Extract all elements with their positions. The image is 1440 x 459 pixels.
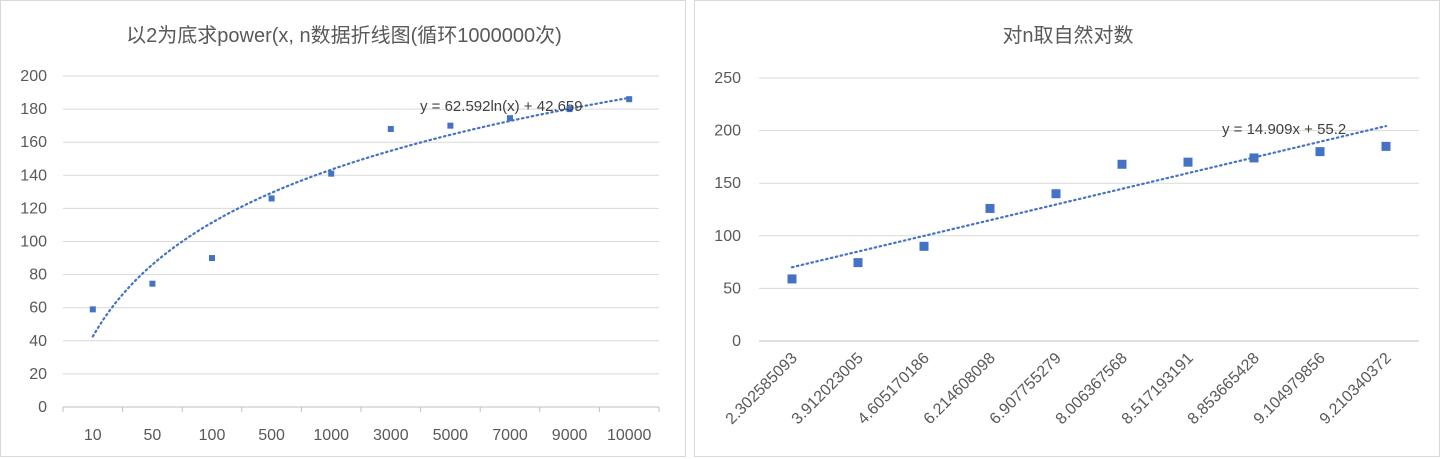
data-points	[89, 96, 633, 313]
data-point	[626, 96, 633, 103]
data-points	[787, 141, 1391, 284]
y-tick-label: 40	[29, 333, 47, 350]
x-tick-label: 50	[144, 427, 162, 444]
chart-panel-right: 对n取自然对数 0 50 100 150 200 250 2.302585093 3.912…	[694, 0, 1440, 457]
data-point	[566, 106, 573, 113]
x-tick-label: 9000	[552, 427, 588, 444]
y-tick-label: 200	[714, 123, 741, 140]
y-tick-label: 150	[714, 175, 741, 192]
data-point	[787, 274, 797, 284]
chart-title: 对n取自然对数	[1002, 24, 1133, 47]
data-point	[149, 280, 156, 287]
data-point	[1381, 141, 1391, 151]
data-point	[89, 306, 96, 313]
y-tick-label: 100	[20, 234, 47, 251]
y-tick-label: 200	[20, 68, 47, 85]
trendline-equation: y = 62.592ln(x) + 42.659	[420, 98, 583, 115]
y-tick-label: 60	[29, 300, 47, 317]
data-point	[919, 241, 929, 251]
y-tick-label: 180	[20, 101, 47, 118]
x-tick-label: 500	[258, 427, 285, 444]
data-point	[268, 195, 275, 202]
data-point	[328, 170, 335, 177]
x-tick-label: 1000	[313, 427, 349, 444]
x-tick-labels: 10 50 100 500 1000 3000 5000 7000 9000 10000	[84, 427, 652, 444]
trendline	[790, 124, 1388, 269]
chart-right-svg: 对n取自然对数 0 50 100 150 200 250 2.3025850933.912…	[714, 24, 1419, 428]
y-tick-label: 20	[29, 366, 47, 383]
y-tick-label: 80	[29, 267, 47, 284]
data-point	[387, 125, 394, 132]
y-tick-label: 100	[714, 228, 741, 245]
data-point	[853, 258, 863, 268]
x-tick-label: 3000	[373, 427, 409, 444]
y-tick-label: 50	[723, 280, 741, 297]
y-tick-label: 160	[20, 134, 47, 151]
x-tick-label: 10000	[607, 427, 652, 444]
chart-title: 以2为底求power(x, n数据折线图(循环1000000次)	[126, 24, 562, 47]
trendline-equation: y = 14.909x + 55.2	[1222, 121, 1346, 138]
y-tick-label: 0	[38, 399, 47, 416]
x-tick-labels: 2.3025850933.9120230054.6051701866.21460…	[723, 350, 1395, 428]
data-point	[1183, 157, 1193, 167]
data-point	[985, 203, 995, 213]
y-tick-label: 0	[732, 333, 741, 350]
x-tick-label: 100	[199, 427, 226, 444]
data-point	[447, 122, 454, 129]
y-gridlines	[759, 77, 1419, 342]
x-tick-label: 10	[84, 427, 102, 444]
x-tick-label: 7000	[492, 427, 528, 444]
chart-left-svg: 以2为底求power(x, n数据折线图(循环1000000次) 0 20 40 60…	[20, 24, 660, 444]
data-point	[1117, 159, 1127, 169]
y-tick-label: 140	[20, 167, 47, 184]
chart-panel-left: 以2为底求power(x, n数据折线图(循环1000000次) 0 20 40 60…	[0, 0, 686, 457]
x-tick-label: 5000	[433, 427, 469, 444]
data-point	[209, 255, 215, 262]
trendline-group	[790, 124, 1388, 269]
data-point	[1051, 189, 1061, 199]
data-point	[1315, 147, 1325, 157]
y-tick-labels: 0 50 100 150 200 250	[714, 70, 741, 350]
data-point	[1249, 153, 1259, 163]
data-point	[507, 115, 513, 122]
y-tick-labels: 0 20 40 60 80 100 120 140 160 180 200	[20, 68, 47, 416]
y-gridlines	[62, 75, 660, 412]
y-tick-label: 120	[20, 200, 47, 217]
trendline-group	[91, 96, 631, 338]
trendline	[91, 96, 631, 338]
y-tick-label: 250	[714, 70, 741, 87]
